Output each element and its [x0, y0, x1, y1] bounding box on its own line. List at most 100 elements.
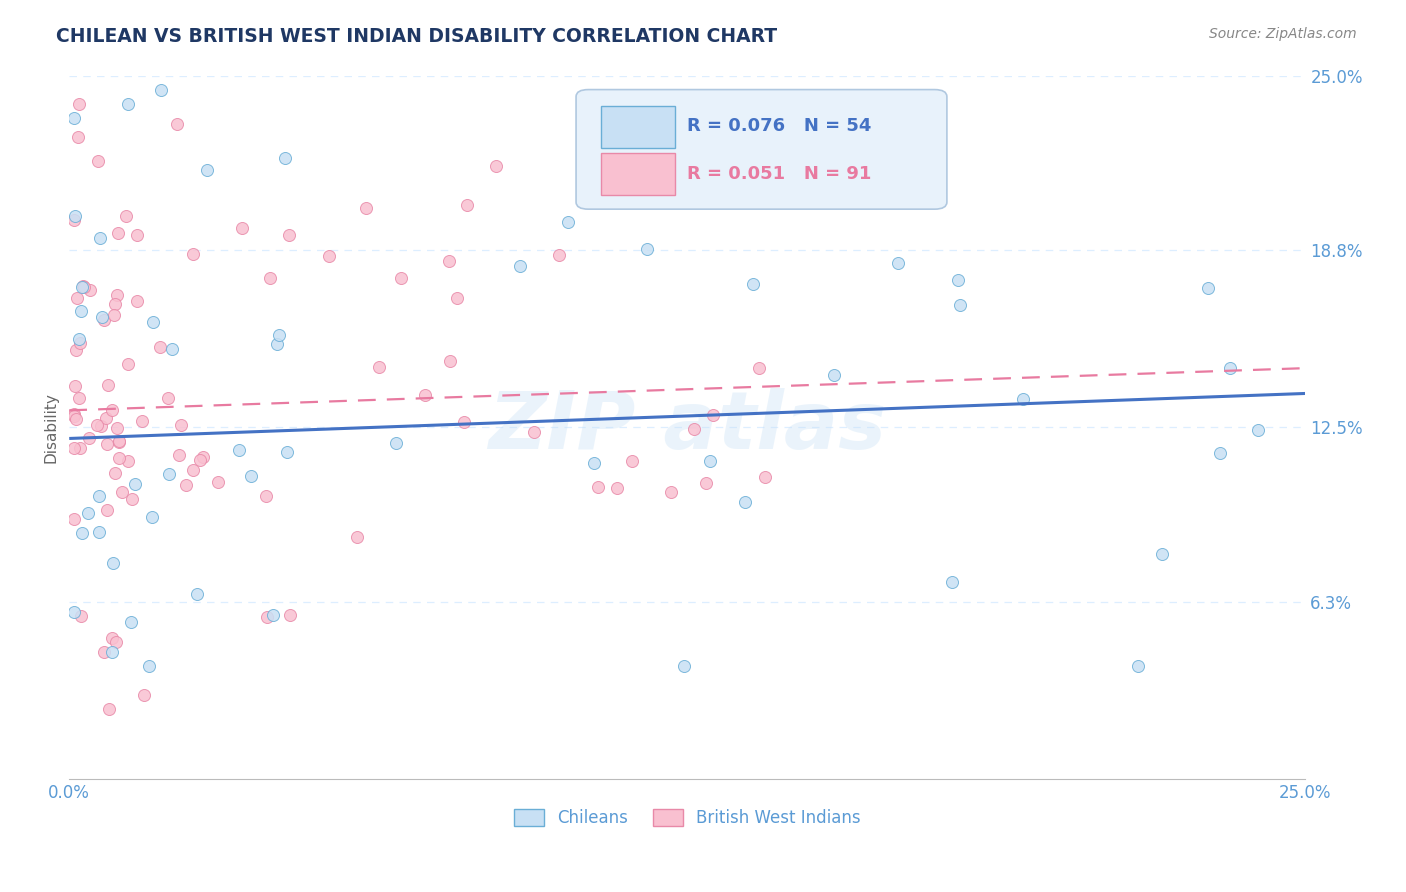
- FancyBboxPatch shape: [600, 153, 675, 195]
- Point: [582, 456, 605, 470]
- Point: [73, 280, 96, 294]
- Point: [150, 82, 173, 96]
- Point: [485, 160, 508, 174]
- Point: [941, 574, 963, 589]
- Point: [63, 409, 86, 423]
- FancyBboxPatch shape: [576, 89, 946, 209]
- Point: [169, 418, 191, 433]
- Point: [509, 259, 531, 273]
- Point: [63, 512, 86, 526]
- Point: [67, 130, 90, 145]
- Point: [125, 227, 148, 242]
- Point: [101, 632, 124, 646]
- Point: [93, 645, 115, 659]
- Point: [167, 448, 190, 462]
- Point: [67, 391, 90, 405]
- Point: [101, 645, 124, 659]
- Point: [65, 411, 87, 425]
- Point: [887, 256, 910, 270]
- Point: [239, 468, 262, 483]
- Point: [69, 336, 91, 351]
- Point: [157, 391, 180, 405]
- Point: [228, 443, 250, 458]
- Point: [72, 278, 94, 293]
- Point: [79, 283, 101, 297]
- Point: [256, 610, 278, 624]
- Point: [1011, 392, 1033, 406]
- Point: [1197, 281, 1219, 295]
- Point: [748, 361, 770, 376]
- Point: [107, 434, 129, 449]
- Text: R = 0.076   N = 54: R = 0.076 N = 54: [688, 117, 872, 136]
- Point: [593, 170, 616, 185]
- Point: [166, 117, 188, 131]
- Point: [63, 209, 86, 223]
- Point: [63, 605, 86, 619]
- Point: [437, 254, 460, 268]
- Point: [682, 422, 704, 436]
- Point: [318, 249, 340, 263]
- Point: [125, 294, 148, 309]
- Text: Source: ZipAtlas.com: Source: ZipAtlas.com: [1209, 27, 1357, 41]
- Point: [65, 343, 87, 357]
- Point: [87, 524, 110, 539]
- Point: [149, 340, 172, 354]
- Point: [65, 379, 87, 393]
- Point: [124, 477, 146, 491]
- Point: [91, 310, 114, 325]
- Point: [262, 608, 284, 623]
- Point: [702, 408, 724, 422]
- Point: [103, 297, 125, 311]
- Point: [142, 315, 165, 329]
- Point: [557, 215, 579, 229]
- Point: [548, 248, 571, 262]
- Point: [523, 425, 546, 439]
- Point: [111, 485, 134, 500]
- Point: [276, 444, 298, 458]
- Point: [63, 111, 86, 125]
- Point: [195, 163, 218, 178]
- Legend: Chileans, British West Indians: Chileans, British West Indians: [508, 803, 868, 834]
- Point: [695, 476, 717, 491]
- Point: [389, 271, 412, 285]
- Point: [115, 209, 138, 223]
- Point: [69, 608, 91, 623]
- Point: [346, 530, 368, 544]
- Point: [1126, 659, 1149, 673]
- Point: [413, 387, 436, 401]
- Point: [105, 287, 128, 301]
- Point: [191, 450, 214, 464]
- Point: [274, 151, 297, 165]
- Point: [104, 466, 127, 480]
- Point: [70, 279, 93, 293]
- Point: [108, 450, 131, 465]
- Point: [63, 212, 86, 227]
- Point: [100, 403, 122, 417]
- Point: [107, 226, 129, 240]
- Point: [823, 368, 845, 382]
- Y-axis label: Disability: Disability: [44, 392, 58, 463]
- Point: [97, 701, 120, 715]
- Point: [69, 442, 91, 456]
- Point: [606, 481, 628, 495]
- Point: [86, 418, 108, 433]
- Point: [117, 454, 139, 468]
- Point: [278, 607, 301, 622]
- Point: [181, 246, 204, 260]
- Point: [132, 688, 155, 702]
- Point: [117, 96, 139, 111]
- Point: [67, 97, 90, 112]
- Point: [162, 342, 184, 356]
- Point: [94, 410, 117, 425]
- Point: [157, 467, 180, 481]
- Point: [207, 475, 229, 490]
- Text: R = 0.051   N = 91: R = 0.051 N = 91: [688, 165, 872, 183]
- Point: [354, 201, 377, 215]
- Point: [742, 277, 765, 291]
- Point: [456, 198, 478, 212]
- Point: [259, 271, 281, 285]
- Text: CHILEAN VS BRITISH WEST INDIAN DISABILITY CORRELATION CHART: CHILEAN VS BRITISH WEST INDIAN DISABILIT…: [56, 27, 778, 45]
- Point: [254, 489, 277, 503]
- Point: [67, 332, 90, 346]
- Point: [104, 635, 127, 649]
